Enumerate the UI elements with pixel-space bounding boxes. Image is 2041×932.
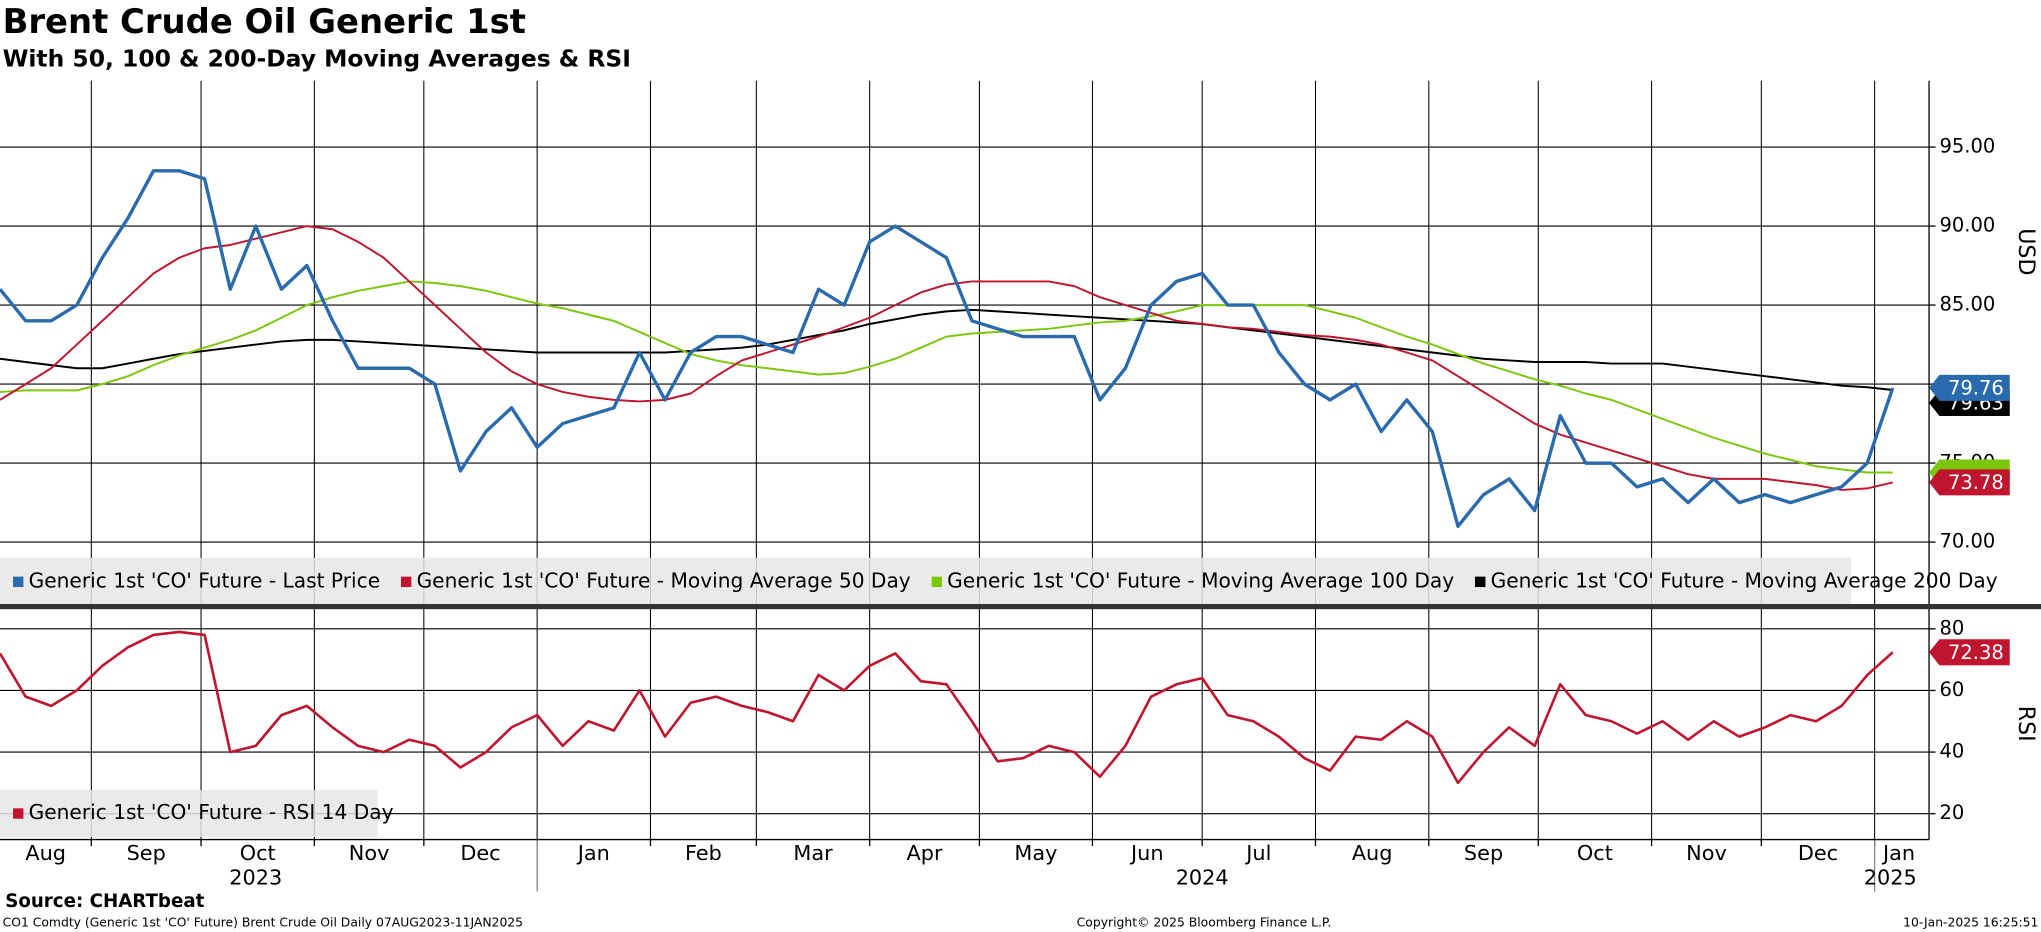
badge-label: 73.78 bbox=[1948, 471, 2004, 494]
value-badge: 72.38 bbox=[1929, 639, 2010, 666]
x-tick-label: Jan bbox=[1881, 841, 1915, 865]
y-tick-label: 95.00 bbox=[1939, 135, 1995, 158]
y-tick-label: 60 bbox=[1939, 678, 1964, 701]
legend-swatch bbox=[400, 576, 412, 588]
series-line bbox=[0, 225, 1893, 491]
legend-swatch bbox=[931, 576, 942, 588]
year-label: 2023 bbox=[229, 866, 282, 890]
value-badge: 73.78 bbox=[1929, 469, 2010, 496]
x-tick-label: Oct bbox=[240, 841, 276, 865]
badge-shape bbox=[1929, 469, 2010, 496]
x-tick-label: Sep bbox=[1464, 841, 1503, 865]
legend-label: Generic 1st 'CO' Future - Moving Average… bbox=[947, 568, 1454, 592]
x-tick-label: Aug bbox=[25, 841, 66, 865]
legend-label: Generic 1st 'CO' Future - RSI 14 Day bbox=[29, 800, 394, 824]
series-line bbox=[0, 630, 1894, 785]
x-tick-label: Dec bbox=[1798, 841, 1838, 865]
x-tick-label: Nov bbox=[349, 841, 390, 865]
copyright: Copyright© 2025 Bloomberg Finance L.P. bbox=[1077, 915, 1332, 929]
legend-label: Generic 1st 'CO' Future - Moving Average… bbox=[1491, 568, 1998, 592]
badge-label: 79.76 bbox=[1948, 377, 2004, 400]
year-label: 2024 bbox=[1176, 866, 1229, 890]
legend-label: Generic 1st 'CO' Future - Moving Average… bbox=[417, 568, 911, 592]
legend-background bbox=[0, 557, 1851, 606]
x-tick-label: Aug bbox=[1352, 841, 1393, 865]
series-line bbox=[0, 280, 1893, 474]
legend-swatch bbox=[1475, 576, 1486, 588]
x-tick-label: Apr bbox=[907, 841, 943, 865]
ticker: CO1 Comdty (Generic 1st 'CO' Future) Bre… bbox=[3, 915, 523, 929]
y-axis-label: RSI bbox=[2013, 706, 2039, 742]
x-tick-label: Dec bbox=[460, 841, 500, 865]
y-tick-label: 40 bbox=[1939, 740, 1964, 763]
y-tick-label: 80 bbox=[1939, 616, 1964, 639]
x-tick-label: Jul bbox=[1244, 841, 1271, 865]
panel-separator bbox=[0, 603, 2041, 610]
series-line bbox=[0, 169, 1895, 528]
timestamp: 10-Jan-2025 16:25:51 bbox=[1903, 915, 2038, 929]
x-tick-label: Nov bbox=[1686, 841, 1727, 865]
chart-subtitle: With 50, 100 & 200-Day Moving Averages &… bbox=[3, 44, 631, 72]
legend-background bbox=[0, 790, 378, 837]
x-tick-label: Jun bbox=[1129, 841, 1164, 865]
y-tick-label: 70.00 bbox=[1939, 530, 1995, 553]
x-tick-label: Jan bbox=[576, 841, 610, 865]
legend-swatch bbox=[13, 576, 24, 588]
legend-swatch bbox=[13, 808, 24, 819]
y-tick-label: 85.00 bbox=[1939, 293, 1995, 316]
x-tick-label: Oct bbox=[1577, 841, 1613, 865]
year-label: 2025 bbox=[1864, 866, 1917, 890]
badge-label: 72.38 bbox=[1948, 641, 2004, 664]
y-tick-label: 20 bbox=[1939, 801, 1964, 824]
badge-shape bbox=[1929, 374, 2010, 401]
value-badge: 79.76 bbox=[1929, 374, 2010, 401]
x-tick-label: Sep bbox=[127, 841, 166, 865]
legend-label: Generic 1st 'CO' Future - Last Price bbox=[29, 568, 380, 592]
x-tick-label: May bbox=[1014, 841, 1057, 865]
badge-shape bbox=[1929, 639, 2010, 666]
x-tick-label: Feb bbox=[685, 841, 722, 865]
source: Source: CHARTbeat bbox=[5, 891, 204, 912]
y-tick-label: 90.00 bbox=[1939, 214, 1995, 237]
x-tick-label: Mar bbox=[793, 841, 833, 865]
series-line bbox=[0, 308, 1893, 391]
y-axis-label: USD bbox=[2013, 228, 2039, 275]
chart-title: Brent Crude Oil Generic 1st bbox=[3, 2, 526, 41]
